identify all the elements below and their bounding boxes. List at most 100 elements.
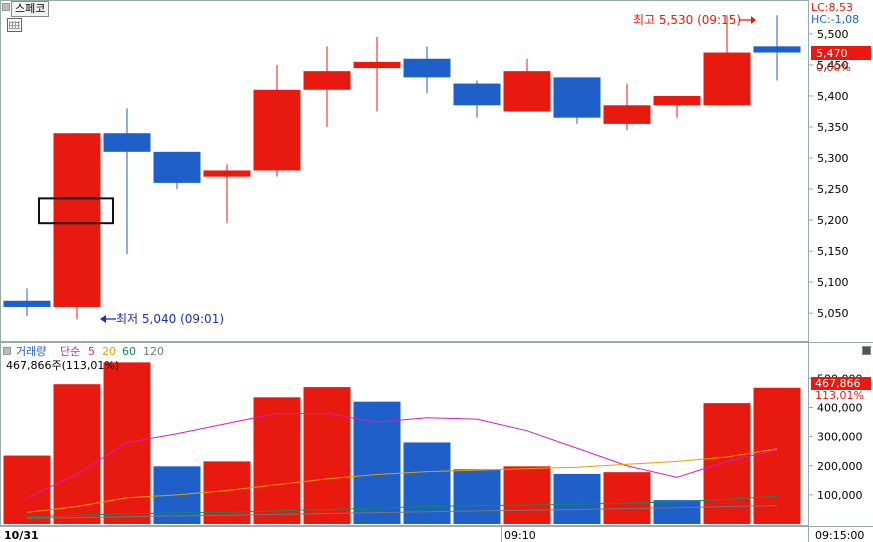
highlight-box <box>38 197 114 225</box>
volume-bars <box>3 362 801 524</box>
price-tick-label: 5,300 <box>817 152 849 165</box>
volume-bar[interactable] <box>253 397 301 524</box>
volume-bar[interactable] <box>553 473 601 524</box>
candle-body <box>153 151 201 183</box>
candle-body <box>203 170 251 177</box>
volume-bar[interactable] <box>353 401 401 524</box>
candle-body <box>703 52 751 106</box>
price-axis-ticks: 5,050 5,100 5,150 5,200 5,250 5,300 5,350 5,400… <box>808 28 849 320</box>
ma5-line <box>26 412 778 499</box>
volume-bar[interactable] <box>753 387 801 524</box>
volume-bar[interactable] <box>653 500 701 524</box>
candle-series <box>3 15 801 320</box>
volume-legend-ma120: 120 <box>143 345 164 358</box>
candle[interactable] <box>353 37 401 112</box>
volume-bar[interactable] <box>603 472 651 524</box>
candle[interactable] <box>603 83 651 131</box>
candle[interactable] <box>453 80 501 118</box>
price-box: 5,470 <box>816 47 848 60</box>
volume-legend-ma20: 20 <box>102 345 116 358</box>
candle-body <box>353 61 401 69</box>
ma20-line <box>26 448 778 513</box>
volume-legend-ma-label: 단순 <box>60 345 80 358</box>
candle-body <box>53 133 101 307</box>
candle-body <box>553 77 601 118</box>
volume-current-value: 467,866주(113,01%) <box>6 359 119 372</box>
price-tick-label: 5,400 <box>817 90 849 103</box>
volume-bar[interactable] <box>203 461 251 524</box>
volume-legend-title: 거래량 <box>16 345 46 358</box>
price-tick-label: 5,100 <box>817 276 849 289</box>
price-tick-label: 5,200 <box>817 214 849 227</box>
volume-box-bg <box>811 377 871 390</box>
change-pct: 0,00% <box>816 61 851 74</box>
volume-pane-close-icon[interactable] <box>862 346 871 355</box>
price-tick-label: 5,450 <box>817 59 849 72</box>
volume-bar[interactable] <box>403 442 451 524</box>
volume-legend-ma5: 5 <box>88 345 95 358</box>
x-axis-date: 10/31 <box>4 529 39 542</box>
candle-body <box>253 89 301 171</box>
hc-label: HC:-1,08 <box>811 13 859 26</box>
candle-body <box>403 58 451 78</box>
price-pane-frame <box>0 0 809 342</box>
candle[interactable] <box>153 151 201 190</box>
candle-body <box>303 71 351 90</box>
candle-body <box>503 71 551 112</box>
candle[interactable] <box>703 15 751 106</box>
volume-bar[interactable] <box>703 403 751 524</box>
volume-box-pct: 113,01% <box>815 389 864 402</box>
x-axis-mid-tick: 09:10 <box>504 529 536 542</box>
volume-tick-label: 100,000 <box>817 489 863 502</box>
volume-box-value: 467,866 <box>815 377 861 390</box>
table-icon[interactable] <box>7 18 22 32</box>
ma120-line <box>26 505 778 519</box>
low-arrow-icon <box>100 315 116 323</box>
candle-body <box>653 95 701 106</box>
volume-ma-lines <box>26 412 778 519</box>
candle[interactable] <box>53 133 101 320</box>
symbol-title-button[interactable]: 스페코 <box>11 1 50 17</box>
price-box-bg <box>811 46 871 60</box>
volume-pane-menu-icon[interactable] <box>3 347 11 355</box>
price-tick-label: 5,250 <box>817 183 849 196</box>
volume-bar[interactable] <box>453 469 501 524</box>
candle[interactable] <box>3 288 51 317</box>
volume-bar[interactable] <box>3 455 51 524</box>
candle[interactable] <box>653 95 701 118</box>
price-tick-label: 5,350 <box>817 121 849 134</box>
candle[interactable] <box>253 64 301 177</box>
volume-tick-label: 300,000 <box>817 431 863 444</box>
candle[interactable] <box>203 164 251 224</box>
candle[interactable] <box>503 58 551 112</box>
candle-body <box>753 46 801 53</box>
volume-bar[interactable] <box>53 384 101 524</box>
volume-bar[interactable] <box>303 387 351 524</box>
low-annotation: 최저 5,040 (09:01) <box>116 312 224 326</box>
price-tick-label: 5,500 <box>817 28 849 41</box>
candle-body <box>603 105 651 124</box>
candle[interactable] <box>753 15 801 81</box>
high-arrow-icon <box>739 16 756 24</box>
volume-tick-label: 400,000 <box>817 402 863 415</box>
high-annotation: 최고 5,530 (09:15) <box>633 13 741 27</box>
volume-legend-ma60: 60 <box>122 345 136 358</box>
ma60-line <box>26 495 778 518</box>
volume-bar[interactable] <box>503 466 551 524</box>
price-tick-label: 5,150 <box>817 245 849 258</box>
pane-control-icon[interactable] <box>2 3 10 11</box>
volume-bar[interactable] <box>103 362 151 524</box>
candle[interactable] <box>403 46 451 93</box>
candle-body <box>453 83 501 106</box>
x-axis-last-time: 09:15:00 <box>815 529 864 542</box>
lc-label: LC:8,53 <box>811 1 853 14</box>
candle-body <box>3 300 51 307</box>
candle-body <box>103 133 151 152</box>
volume-tick-label: 200,000 <box>817 460 863 473</box>
price-tick-label: 5,050 <box>817 307 849 320</box>
candle[interactable] <box>303 46 351 128</box>
candle[interactable] <box>103 108 151 255</box>
candle[interactable] <box>553 77 601 124</box>
